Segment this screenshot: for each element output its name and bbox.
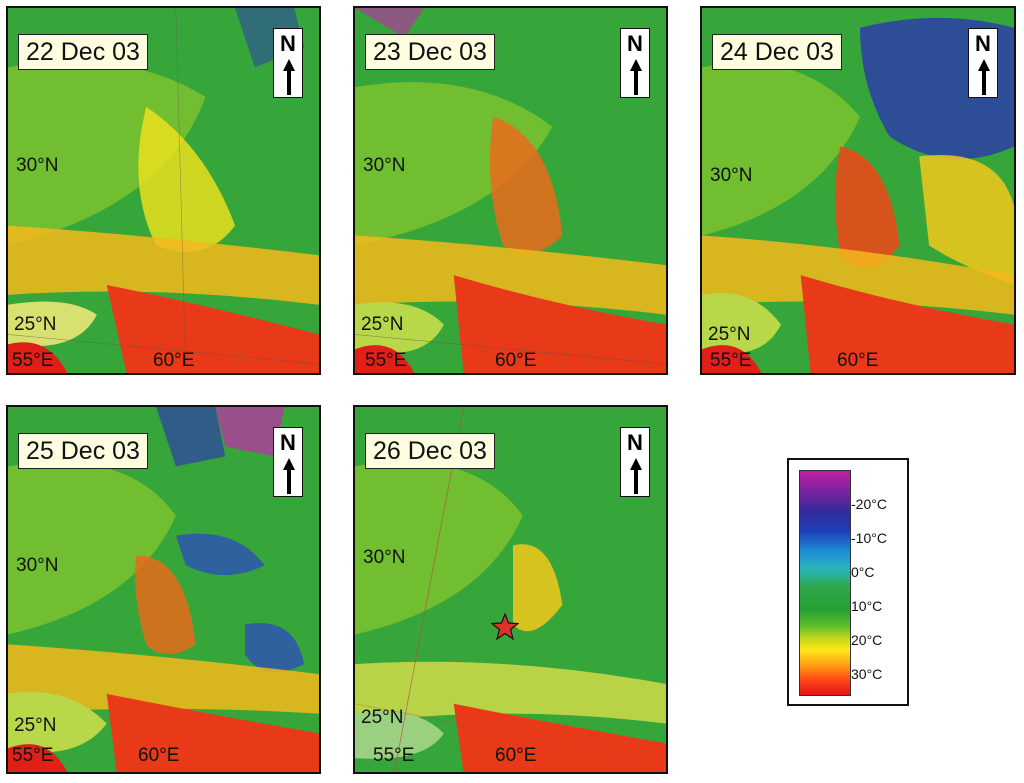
date-label: 24 Dec 03 — [712, 34, 842, 70]
date-label: 25 Dec 03 — [18, 433, 148, 469]
thermal-map — [8, 407, 319, 772]
legend-tick-10: 10°C — [851, 598, 883, 614]
map-panel-26dec: 26 Dec 03 N 30°N 25°N 55°E 60°E — [353, 405, 668, 774]
legend-tick-minus20: -20°C — [851, 496, 887, 512]
north-arrow-icon: N — [620, 427, 650, 497]
lon-55e-label: 55°E — [365, 350, 407, 371]
north-letter: N — [280, 430, 296, 455]
map-panel-24dec: 24 Dec 03 N 30°N 25°N 55°E 60°E — [700, 6, 1016, 375]
date-label: 26 Dec 03 — [365, 433, 495, 469]
north-letter: N — [975, 31, 991, 56]
lon-60e-label: 60°E — [495, 350, 537, 371]
north-letter: N — [627, 31, 643, 56]
lon-55e-label: 55°E — [710, 350, 752, 371]
north-letter: N — [280, 31, 296, 56]
lat-30n-label: 30°N — [363, 155, 406, 176]
lon-55e-label: 55°E — [373, 745, 415, 766]
date-label: 22 Dec 03 — [18, 34, 148, 70]
lon-60e-label: 60°E — [837, 350, 879, 371]
north-letter: N — [627, 430, 643, 455]
north-arrow-icon: N — [968, 28, 998, 98]
lat-30n-label: 30°N — [710, 165, 753, 186]
lat-25n-label: 25°N — [14, 715, 57, 736]
map-panel-22dec: 22 Dec 03 N 30°N 25°N 55°E 60°E — [6, 6, 321, 375]
map-panel-25dec: 25 Dec 03 N 30°N 25°N 55°E 60°E — [6, 405, 321, 774]
legend-tick-20: 20°C — [851, 632, 883, 648]
legend-tick-minus10: -10°C — [851, 530, 887, 546]
thermal-map — [355, 8, 666, 373]
thermal-map — [8, 8, 319, 373]
legend-tick-0: 0°C — [851, 564, 875, 580]
north-arrow-icon: N — [273, 28, 303, 98]
star-icon — [491, 613, 519, 641]
lon-55e-label: 55°E — [12, 745, 54, 766]
lat-25n-label: 25°N — [14, 314, 57, 335]
lon-55e-label: 55°E — [12, 350, 54, 371]
lat-30n-label: 30°N — [16, 155, 59, 176]
lon-60e-label: 60°E — [153, 350, 195, 371]
color-scale-bar — [799, 470, 851, 696]
date-label: 23 Dec 03 — [365, 34, 495, 70]
map-panel-23dec: 23 Dec 03 N 30°N 25°N 55°E 60°E — [353, 6, 668, 375]
lat-25n-label: 25°N — [361, 314, 404, 335]
lat-25n-label: 25°N — [708, 324, 751, 345]
north-arrow-icon: N — [273, 427, 303, 497]
lat-30n-label: 30°N — [363, 547, 406, 568]
legend-tick-30: 30°C — [851, 666, 883, 682]
lon-60e-label: 60°E — [138, 745, 180, 766]
north-arrow-icon: N — [620, 28, 650, 98]
lat-30n-label: 30°N — [16, 555, 59, 576]
temperature-legend: -20°C -10°C 0°C 10°C 20°C 30°C — [787, 458, 909, 706]
lat-25n-label: 25°N — [361, 707, 404, 728]
lon-60e-label: 60°E — [495, 745, 537, 766]
